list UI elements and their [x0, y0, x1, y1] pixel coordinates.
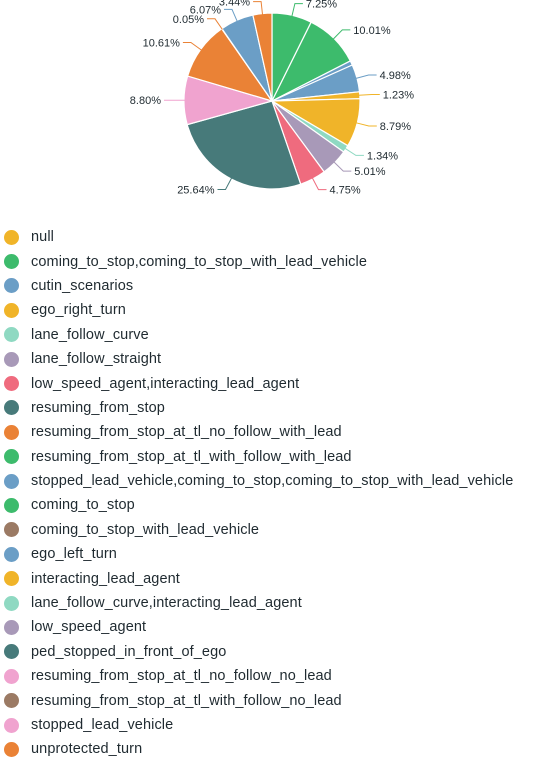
- pie-slice-label: 6.07%: [190, 4, 221, 16]
- pie-slice-label: 10.61%: [143, 38, 181, 50]
- pie-leader-line: [224, 9, 237, 21]
- legend-swatch: [4, 230, 19, 245]
- pie-slice-label: 3.44%: [219, 0, 250, 9]
- pie-slice-label: 7.25%: [306, 0, 337, 11]
- legend-item[interactable]: lane_follow_curve: [4, 323, 558, 347]
- legend-swatch: [4, 693, 19, 708]
- legend-swatch: [4, 547, 19, 562]
- legend-item[interactable]: stopped_lead_vehicle: [4, 713, 558, 737]
- legend-label: stopped_lead_vehicle: [31, 717, 173, 733]
- legend-item[interactable]: lane_follow_curve,interacting_lead_agent: [4, 591, 558, 615]
- legend-item[interactable]: resuming_from_stop_at_tl_no_follow_no_le…: [4, 664, 558, 688]
- legend-item[interactable]: ego_right_turn: [4, 298, 558, 322]
- legend-item[interactable]: resuming_from_stop_at_tl_no_follow_with_…: [4, 420, 558, 444]
- legend-label: coming_to_stop: [31, 497, 135, 513]
- legend-swatch: [4, 400, 19, 415]
- legend-label: coming_to_stop_with_lead_vehicle: [31, 522, 259, 538]
- legend-item[interactable]: interacting_lead_agent: [4, 566, 558, 590]
- legend-label: coming_to_stop,coming_to_stop_with_lead_…: [31, 254, 367, 270]
- legend-item[interactable]: ped_stopped_in_front_of_ego: [4, 640, 558, 664]
- pie-slice-label: 5.01%: [354, 166, 385, 178]
- pie-slice-label: 4.75%: [330, 185, 361, 197]
- pie-slice-label: 25.64%: [177, 185, 215, 197]
- legend-label: resuming_from_stop_at_tl_with_follow_no_…: [31, 693, 342, 709]
- pie-leader-line: [218, 178, 232, 190]
- legend-swatch: [4, 669, 19, 684]
- legend-swatch: [4, 449, 19, 464]
- legend-swatch: [4, 522, 19, 537]
- legend-item[interactable]: stopped_lead_vehicle,coming_to_stop,comi…: [4, 469, 558, 493]
- pie-slice-label: 4.98%: [380, 70, 411, 82]
- legend-swatch: [4, 498, 19, 513]
- legend-swatch: [4, 742, 19, 757]
- legend-label: lane_follow_curve: [31, 327, 149, 343]
- legend-item[interactable]: coming_to_stop_with_lead_vehicle: [4, 518, 558, 542]
- pie-leader-line: [334, 162, 351, 171]
- legend-item[interactable]: coming_to_stop: [4, 493, 558, 517]
- legend-label: unprotected_turn: [31, 741, 142, 757]
- legend-item[interactable]: lane_follow_straight: [4, 347, 558, 371]
- legend-label: resuming_from_stop: [31, 400, 165, 416]
- legend-label: resuming_from_stop_at_tl_no_follow_no_le…: [31, 668, 332, 684]
- legend-swatch: [4, 644, 19, 659]
- legend-label: resuming_from_stop_at_tl_no_follow_with_…: [31, 424, 342, 440]
- pie-leader-line: [253, 2, 262, 15]
- legend-item[interactable]: ego_left_turn: [4, 542, 558, 566]
- legend-label: interacting_lead_agent: [31, 571, 180, 587]
- legend-label: stopped_lead_vehicle,coming_to_stop,comi…: [31, 473, 513, 489]
- legend-label: low_speed_agent,interacting_lead_agent: [31, 376, 299, 392]
- legend-label: resuming_from_stop_at_tl_with_follow_wit…: [31, 449, 352, 465]
- legend-swatch: [4, 571, 19, 586]
- pie-leader-line: [292, 4, 303, 17]
- pie-leader-line: [356, 75, 377, 78]
- legend-item[interactable]: unprotected_turn: [4, 737, 558, 761]
- legend-swatch: [4, 278, 19, 293]
- legend-label: cutin_scenarios: [31, 278, 133, 294]
- pie-slice-label: 10.01%: [353, 25, 391, 37]
- chart-legend: null coming_to_stop,coming_to_stop_with_l…: [4, 225, 558, 762]
- legend-swatch: [4, 425, 19, 440]
- legend-item[interactable]: low_speed_agent,interacting_lead_agent: [4, 371, 558, 395]
- legend-swatch: [4, 376, 19, 391]
- legend-swatch: [4, 303, 19, 318]
- pie-leader-line: [356, 123, 377, 126]
- pie-slice-label: 8.79%: [380, 121, 411, 133]
- pie-leader-line: [345, 148, 364, 155]
- pie-leader-line: [183, 43, 202, 51]
- legend-label: null: [31, 229, 54, 245]
- legend-label: lane_follow_curve,interacting_lead_agent: [31, 595, 302, 611]
- legend-swatch: [4, 327, 19, 342]
- pie-leader-line: [312, 178, 326, 190]
- legend-swatch: [4, 620, 19, 635]
- legend-item[interactable]: resuming_from_stop_at_tl_with_follow_no_…: [4, 688, 558, 712]
- pie-leader-line: [359, 95, 380, 96]
- legend-item[interactable]: resuming_from_stop_at_tl_with_follow_wit…: [4, 445, 558, 469]
- pie-chart: 7.25% 10.01% 4.98% 1.23% 8.79% 1.34% 5.01% 4.75…: [0, 0, 558, 225]
- legend-label: ego_left_turn: [31, 546, 117, 562]
- legend-swatch: [4, 352, 19, 367]
- legend-label: low_speed_agent: [31, 619, 146, 635]
- legend-label: lane_follow_straight: [31, 351, 161, 367]
- legend-swatch: [4, 254, 19, 269]
- legend-item[interactable]: resuming_from_stop: [4, 396, 558, 420]
- pie-slice-label: 8.80%: [130, 95, 161, 107]
- legend-item[interactable]: coming_to_stop,coming_to_stop_with_lead_…: [4, 249, 558, 273]
- legend-label: ped_stopped_in_front_of_ego: [31, 644, 226, 660]
- legend-item[interactable]: null: [4, 225, 558, 249]
- legend-swatch: [4, 718, 19, 733]
- legend-item[interactable]: cutin_scenarios: [4, 274, 558, 298]
- legend-swatch: [4, 596, 19, 611]
- pie-leader-line: [333, 30, 350, 39]
- pie-slice-label: 1.34%: [367, 150, 398, 162]
- pie-slice-label: 1.23%: [383, 90, 414, 102]
- pie-leader-line: [207, 19, 222, 30]
- legend-item[interactable]: low_speed_agent: [4, 615, 558, 639]
- legend-swatch: [4, 474, 19, 489]
- legend-label: ego_right_turn: [31, 302, 126, 318]
